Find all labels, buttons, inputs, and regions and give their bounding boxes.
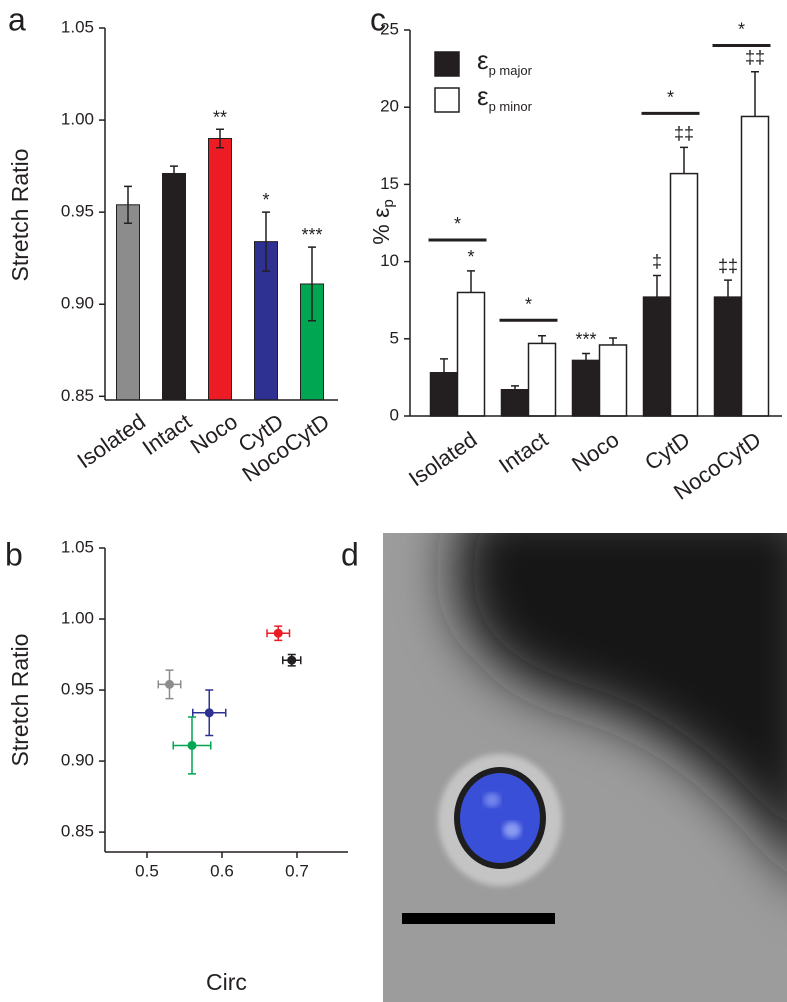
y-tick-label: 0.90 xyxy=(61,751,94,770)
legend-label-main: ε xyxy=(477,81,489,111)
y-tick-label: 1.00 xyxy=(61,609,94,628)
bracket-label: * xyxy=(667,87,674,107)
y-tick-label: 25 xyxy=(380,19,399,38)
significance-label: * xyxy=(262,190,269,210)
significance-label: * xyxy=(467,247,474,267)
legend-label: εp minor xyxy=(477,81,533,114)
bar xyxy=(740,115,770,417)
y-tick-label: 0.85 xyxy=(61,822,94,841)
y-tick-label: 1.00 xyxy=(61,110,94,129)
y-tick-label: 5 xyxy=(390,328,399,347)
cell-nucleus xyxy=(460,773,540,863)
significance-label: ‡ xyxy=(652,251,662,271)
y-axis-label-main: Stretch Ratio xyxy=(7,634,33,767)
bar xyxy=(598,344,628,417)
y-axis-label: Stretch Ratio xyxy=(7,149,33,282)
x-tick-label: 0.5 xyxy=(135,861,159,880)
panel-label: c xyxy=(370,1,386,37)
bar xyxy=(527,342,557,417)
bar xyxy=(116,204,140,401)
legend-label: εp major xyxy=(477,45,533,78)
x-tick-label: 0.7 xyxy=(285,861,309,880)
error-bar xyxy=(262,211,270,272)
y-tick-label: 0.95 xyxy=(61,680,94,699)
y-tick-label: 10 xyxy=(380,251,399,270)
y-tick-label: 0.95 xyxy=(61,202,94,221)
significance-label: ‡‡ xyxy=(718,256,738,276)
x-tick-label: CytD xyxy=(640,427,694,476)
bar xyxy=(456,291,486,417)
point xyxy=(187,740,197,750)
bar xyxy=(429,372,459,417)
significance-label: *** xyxy=(301,225,322,245)
bracket-label: * xyxy=(525,294,532,314)
y-tick-label: 20 xyxy=(380,97,399,116)
bracket-label: * xyxy=(454,214,461,234)
x-tick-label: 0.6 xyxy=(210,861,234,880)
panel-label: b xyxy=(5,536,23,572)
legend-swatch xyxy=(434,51,460,77)
significance-label: ‡‡ xyxy=(674,123,694,143)
y-tick-label: 1.05 xyxy=(61,17,94,36)
bar xyxy=(162,172,186,401)
x-tick-label: Isolated xyxy=(404,427,481,492)
error-bar xyxy=(308,246,316,322)
point xyxy=(287,655,297,665)
bar xyxy=(500,389,530,417)
significance-label: ‡‡ xyxy=(745,48,765,68)
y-tick-label: 0.90 xyxy=(61,294,94,313)
significance-label: *** xyxy=(575,329,596,349)
legend-label-sub: p major xyxy=(489,63,533,78)
cell-spot xyxy=(503,822,521,838)
x-tick-label: Noco xyxy=(567,427,623,477)
bar xyxy=(208,137,232,401)
x-tick-label: Intact xyxy=(138,409,196,460)
scale-bar xyxy=(402,913,555,924)
error-bar xyxy=(170,165,178,182)
point xyxy=(273,628,283,638)
panel-label: a xyxy=(8,1,26,37)
panel-label: d xyxy=(341,536,359,572)
bracket-label: * xyxy=(738,19,745,39)
dark-region xyxy=(454,533,787,858)
bar xyxy=(571,359,601,417)
y-axis-label: % εp xyxy=(368,199,397,244)
y-tick-label: 15 xyxy=(380,174,399,193)
error-bar xyxy=(216,128,224,149)
x-tick-label: Intact xyxy=(494,427,552,478)
bar xyxy=(642,296,672,417)
y-axis-label: Stretch Ratio xyxy=(7,634,33,767)
y-tick-label: 0.85 xyxy=(61,386,94,405)
point xyxy=(165,679,174,689)
significance-label: ** xyxy=(213,107,227,127)
x-tick-label: Noco xyxy=(186,409,242,459)
y-axis-label-main: % ε xyxy=(368,208,394,245)
legend-label-sub: p minor xyxy=(489,99,533,114)
y-axis-label-sub: p xyxy=(380,199,397,207)
y-axis-label-main: Stretch Ratio xyxy=(7,149,33,282)
micrograph xyxy=(383,533,787,1002)
legend-label-main: ε xyxy=(477,45,489,75)
bar xyxy=(669,172,699,417)
legend-swatch xyxy=(434,87,460,113)
bar xyxy=(713,296,743,417)
error-bar xyxy=(124,185,132,224)
point xyxy=(204,708,214,718)
x-axis-label: Circ xyxy=(206,969,247,995)
y-tick-label: 0 xyxy=(390,405,399,424)
y-tick-label: 1.05 xyxy=(61,537,94,556)
cell-spot xyxy=(484,793,500,807)
